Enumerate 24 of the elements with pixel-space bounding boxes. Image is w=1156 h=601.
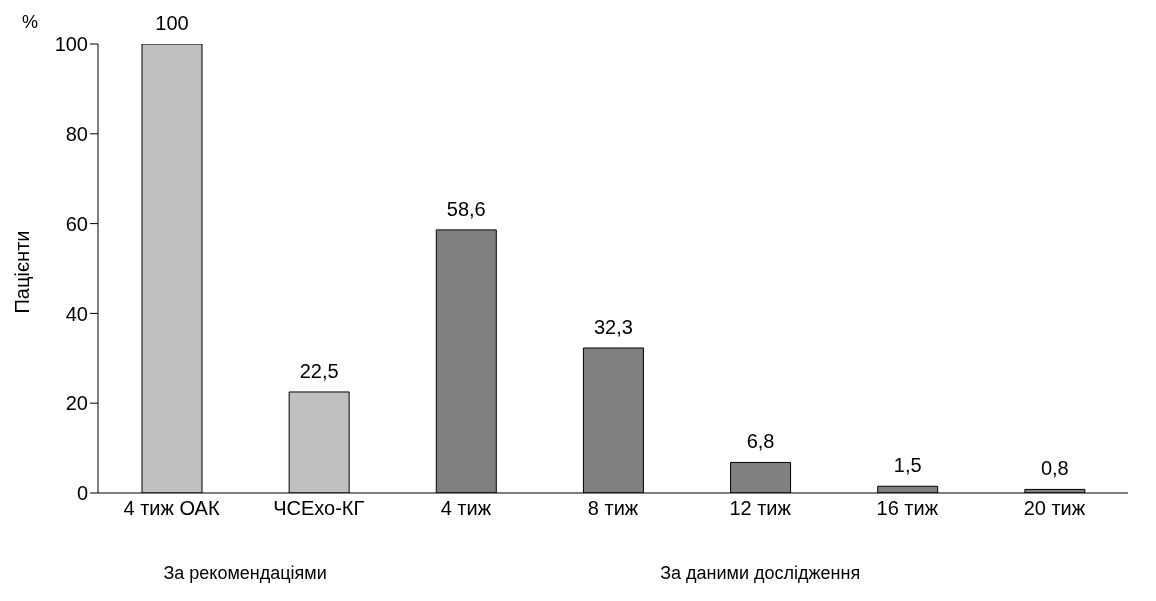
text: % bbox=[22, 12, 39, 33]
y-tick-label: 0 bbox=[76, 482, 88, 505]
y-tick-label: 100 bbox=[54, 33, 88, 56]
y-tick-label: 60 bbox=[65, 212, 88, 235]
data-label: 58,6 bbox=[446, 197, 486, 220]
text: За рекомендаціями bbox=[162, 563, 328, 584]
data-label: 6,8 bbox=[746, 430, 775, 453]
x-tick-label: 4 тиж bbox=[440, 497, 492, 520]
y-tick-label: 20 bbox=[65, 392, 88, 415]
x-tick-label: 8 тиж bbox=[587, 497, 639, 520]
text: За даними дослідження bbox=[659, 563, 862, 584]
y-tick-label: 40 bbox=[65, 302, 88, 325]
y-axis-title: Пацієнти bbox=[11, 230, 34, 314]
x-tick-label: 16 тиж bbox=[876, 497, 939, 520]
data-label: 100 bbox=[155, 12, 189, 34]
x-tick-label: 4 тиж ОАК bbox=[123, 497, 220, 520]
x-tick-label: 12 тиж bbox=[729, 497, 792, 520]
data-label: 0,8 bbox=[1040, 457, 1069, 480]
data-label: 22,5 bbox=[299, 359, 339, 382]
data-label: 1,5 bbox=[893, 454, 922, 477]
x-tick-label: ЧСЕхо-КГ bbox=[273, 497, 365, 520]
y-tick-label: 80 bbox=[65, 122, 88, 145]
x-tick-label: 20 тиж bbox=[1023, 497, 1086, 520]
data-label: 32,3 bbox=[593, 315, 633, 338]
